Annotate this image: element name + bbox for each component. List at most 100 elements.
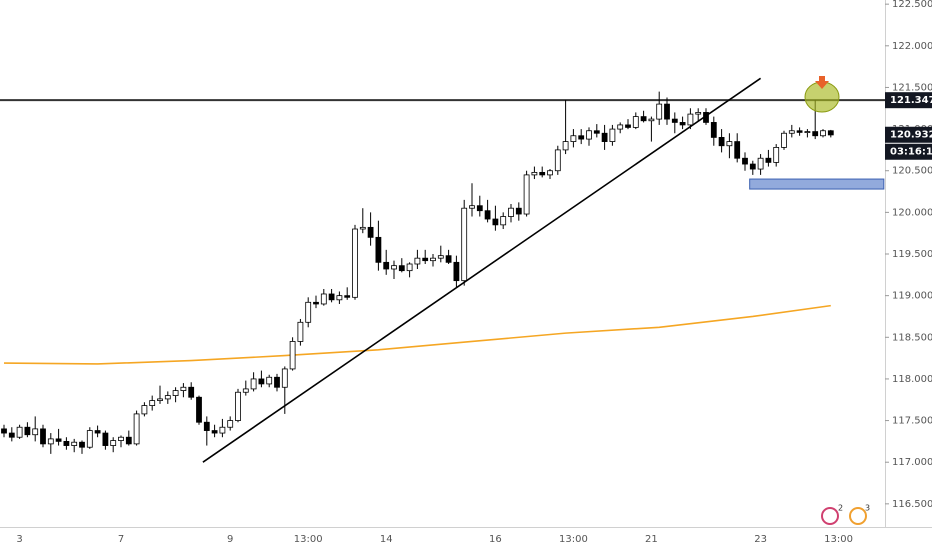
candle-body bbox=[453, 261, 460, 282]
candle-body bbox=[796, 130, 803, 133]
candle-body bbox=[211, 430, 218, 434]
y-tick-label: 118.500 bbox=[892, 332, 932, 343]
candle-body bbox=[430, 257, 436, 262]
x-tick-label: 9 bbox=[227, 534, 233, 545]
candle-body bbox=[242, 388, 249, 393]
candle-body bbox=[687, 113, 694, 126]
y-tick-label: 120.000 bbox=[892, 207, 932, 218]
candle-body bbox=[648, 118, 655, 122]
highlight bbox=[804, 76, 840, 113]
x-tick-label: 3 bbox=[16, 534, 22, 545]
candle-body bbox=[601, 132, 608, 142]
level-tag bbox=[885, 92, 932, 109]
candle-body bbox=[531, 171, 538, 176]
candle-body bbox=[554, 149, 561, 172]
y-tick-label: 119.500 bbox=[892, 249, 932, 260]
candle-body bbox=[188, 386, 195, 398]
candle-body bbox=[391, 265, 397, 270]
candle-body bbox=[734, 141, 741, 159]
candle-body bbox=[94, 430, 101, 434]
badge-icon bbox=[849, 507, 867, 525]
y-tick-label: 117.000 bbox=[892, 457, 932, 468]
countdown-label: 03:16:16 bbox=[890, 147, 932, 158]
candle-body bbox=[281, 368, 288, 388]
candle-body bbox=[422, 257, 429, 262]
candle-body bbox=[788, 130, 795, 134]
candle-body bbox=[671, 118, 678, 123]
candle-body bbox=[508, 207, 514, 217]
candle-body bbox=[726, 141, 733, 147]
candle-body bbox=[118, 436, 124, 441]
candle-body bbox=[235, 391, 241, 421]
candle-body bbox=[640, 116, 647, 122]
candle-body bbox=[1, 428, 7, 434]
candle-body bbox=[289, 341, 296, 370]
y-tick-label: 122.500 bbox=[892, 0, 932, 10]
candle-body bbox=[781, 132, 787, 148]
moving-average bbox=[3, 304, 831, 365]
candle-body bbox=[484, 210, 491, 220]
level-label: 121.347 bbox=[890, 95, 932, 106]
candle-body bbox=[40, 428, 46, 445]
candle-body bbox=[110, 440, 117, 446]
candle-body bbox=[757, 157, 764, 170]
candle-body bbox=[32, 428, 39, 436]
candle-body bbox=[24, 426, 31, 436]
candle-body bbox=[133, 413, 140, 445]
candle-body bbox=[749, 163, 756, 170]
x-tick-label: 14 bbox=[380, 534, 393, 545]
candle-body bbox=[664, 103, 670, 120]
badge-count: 3 bbox=[865, 504, 870, 513]
candle-body bbox=[180, 386, 187, 391]
y-tick-label: 119.000 bbox=[892, 291, 932, 302]
candle-body bbox=[196, 396, 202, 423]
y-tick-label: 120.500 bbox=[892, 166, 932, 177]
y-tick-label: 116.500 bbox=[892, 499, 932, 510]
candle-body bbox=[63, 440, 70, 446]
candle-body bbox=[437, 255, 444, 259]
candle-body bbox=[125, 436, 132, 445]
candle-body bbox=[102, 432, 109, 446]
candle-body bbox=[656, 103, 663, 120]
candle-body bbox=[609, 128, 616, 142]
candle-body bbox=[718, 137, 725, 147]
x-tick-label: 16 bbox=[489, 534, 502, 545]
badges: 2 3 bbox=[821, 504, 870, 525]
candle-body bbox=[679, 122, 686, 126]
candle-body bbox=[367, 226, 374, 238]
candle-body bbox=[320, 293, 327, 305]
candle-body bbox=[313, 301, 319, 305]
candle-body bbox=[406, 263, 413, 272]
support-zone bbox=[749, 178, 885, 190]
candle-body bbox=[328, 293, 335, 301]
candle-body bbox=[398, 265, 405, 272]
x-tick-label: 21 bbox=[645, 534, 658, 545]
candle-body bbox=[71, 441, 78, 446]
candle-body bbox=[164, 395, 171, 400]
y-tick-label: 118.000 bbox=[892, 374, 932, 385]
candle-body bbox=[250, 378, 257, 390]
y-tick-label: 122.000 bbox=[892, 41, 932, 52]
candle-body bbox=[203, 421, 210, 431]
candle-body bbox=[297, 321, 304, 342]
candle-body bbox=[812, 131, 819, 137]
candle-body bbox=[227, 420, 234, 428]
candle-body bbox=[476, 205, 483, 212]
badge-icon bbox=[821, 507, 839, 525]
candle-body bbox=[625, 124, 631, 128]
candle-body bbox=[593, 130, 600, 134]
candle-body bbox=[352, 228, 358, 298]
candle-body bbox=[492, 218, 499, 226]
candle-body bbox=[547, 170, 553, 176]
candle-body bbox=[344, 295, 351, 298]
candle-body bbox=[617, 124, 624, 130]
candle-body bbox=[359, 226, 366, 230]
candle-body bbox=[141, 405, 148, 415]
candle-body bbox=[695, 112, 702, 115]
candle-body bbox=[86, 430, 93, 448]
candle-body bbox=[461, 207, 468, 282]
last-price-label: 120.932 bbox=[890, 130, 932, 141]
candle-body bbox=[55, 438, 62, 442]
arrow-down bbox=[815, 76, 829, 89]
